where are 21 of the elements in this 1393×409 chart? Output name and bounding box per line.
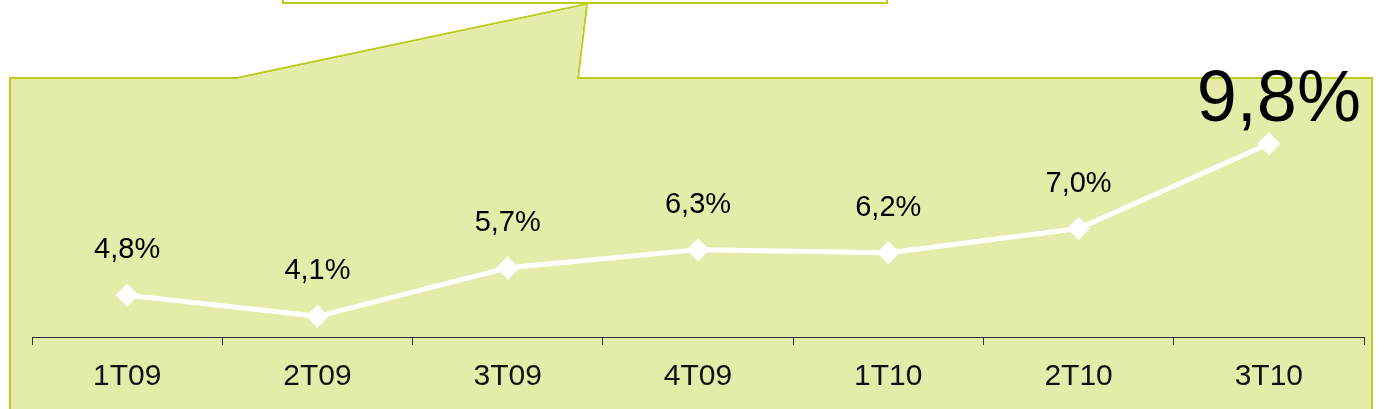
x-tick-label: 3T10: [1234, 358, 1304, 392]
data-label: 9,8%: [1196, 55, 1361, 136]
x-tick-label: 4T09: [663, 358, 733, 392]
x-tick-label: 3T09: [473, 358, 542, 392]
data-label: 7,0%: [1045, 165, 1112, 198]
x-tick-label: 1T09: [92, 358, 162, 392]
x-tick-label: 1T10: [854, 358, 923, 392]
x-tick-label: 2T10: [1044, 358, 1113, 392]
point: [877, 242, 899, 264]
data-label: 4,8%: [94, 232, 161, 265]
x-tick-label: 2T09: [283, 358, 352, 392]
data-label: 6,2%: [855, 189, 922, 222]
point: [497, 257, 519, 279]
point: [116, 284, 138, 306]
point: [306, 305, 328, 327]
point: [1258, 133, 1280, 155]
data-label: 6,3%: [664, 186, 732, 219]
point: [1068, 218, 1090, 240]
point: [687, 239, 709, 261]
data-label: 4,1%: [284, 253, 351, 286]
data-label: 5,7%: [474, 204, 541, 237]
